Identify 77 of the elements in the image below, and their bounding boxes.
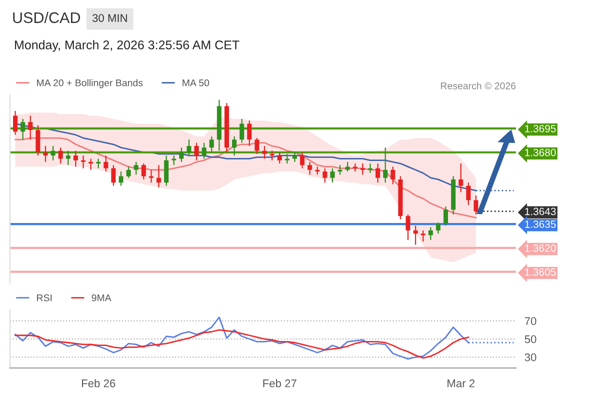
legend-label: MA 20 + Bollinger Bands — [37, 79, 143, 88]
candlestick — [368, 162, 373, 174]
x-tick-label: Mar 2 — [448, 379, 475, 388]
candlestick — [300, 152, 305, 169]
legend-label: MA 50 — [182, 79, 210, 86]
candlestick — [186, 139, 192, 156]
candlestick — [96, 158, 101, 169]
candlestick — [466, 182, 471, 206]
candlestick — [474, 194, 478, 216]
candlestick — [50, 145, 56, 161]
candlestick — [118, 170, 124, 186]
candlestick — [111, 164, 116, 186]
candlestick — [308, 161, 312, 176]
candlestick — [13, 110, 18, 136]
y-tick-label: 50 — [524, 335, 536, 344]
candlestick — [247, 120, 252, 147]
candlestick — [413, 225, 418, 246]
candlestick — [156, 164, 162, 188]
candlestick — [164, 154, 169, 186]
candlestick — [58, 147, 63, 164]
candlestick — [179, 147, 184, 162]
candlestick — [444, 206, 448, 226]
candlestick — [436, 222, 440, 234]
candlestick — [390, 166, 396, 185]
candlestick — [148, 169, 154, 184]
candlestick — [338, 164, 342, 176]
text: Research © 2026 — [441, 82, 516, 90]
y-tick-label: 30 — [524, 353, 536, 362]
candlestick — [240, 118, 244, 144]
y-tick-label: 1.3680 — [525, 148, 556, 156]
candlestick — [36, 124, 40, 156]
candlestick — [330, 168, 335, 184]
candlestick — [20, 118, 26, 140]
legend-label: RSI — [37, 294, 52, 302]
candlestick — [28, 115, 33, 140]
candlestick — [209, 136, 214, 153]
candlestick — [262, 145, 267, 160]
candlestick — [383, 147, 388, 184]
legend-label: 9MA — [92, 294, 112, 302]
candlestick — [428, 226, 433, 241]
y-tick-label: 1.3695 — [525, 124, 556, 132]
chart-subtitle: Monday, March 2, 2026 3:25:56 AM CET — [15, 40, 240, 52]
candlestick — [376, 162, 380, 184]
candlestick — [406, 214, 410, 241]
candlestick — [172, 154, 176, 166]
x-tick-label: Feb 27 — [263, 379, 296, 388]
candlestick — [134, 161, 138, 176]
candlestick — [88, 158, 94, 170]
candlestick — [66, 150, 70, 166]
candlestick — [420, 230, 426, 242]
candlestick — [254, 137, 260, 155]
candlestick — [126, 166, 131, 178]
candlestick — [360, 162, 365, 176]
y-tick-label: 1.3620 — [525, 244, 556, 252]
candlestick — [284, 153, 290, 164]
x-tick-label: Feb 26 — [82, 379, 116, 388]
candlestick — [104, 154, 108, 172]
text: 30 MIN — [92, 14, 127, 22]
candlestick — [73, 150, 78, 168]
candlestick — [458, 162, 464, 193]
chart-title: USD/CAD — [13, 12, 80, 24]
candlestick — [322, 168, 328, 184]
line-series — [14, 329, 470, 359]
candlestick — [345, 161, 350, 172]
candlestick — [194, 142, 199, 161]
candlestick — [270, 150, 274, 161]
candlestick — [277, 152, 282, 164]
y-tick-label: 1.3643 — [525, 208, 556, 216]
candlestick — [202, 142, 206, 160]
candlestick — [232, 136, 237, 156]
y-tick-label: 1.3635 — [525, 220, 556, 228]
y-tick-label: 1.3605 — [525, 268, 556, 276]
candlestick — [292, 152, 297, 162]
candlestick — [43, 145, 48, 162]
candlestick — [80, 154, 86, 169]
candlestick — [141, 162, 146, 180]
y-tick-label: 70 — [524, 317, 536, 326]
